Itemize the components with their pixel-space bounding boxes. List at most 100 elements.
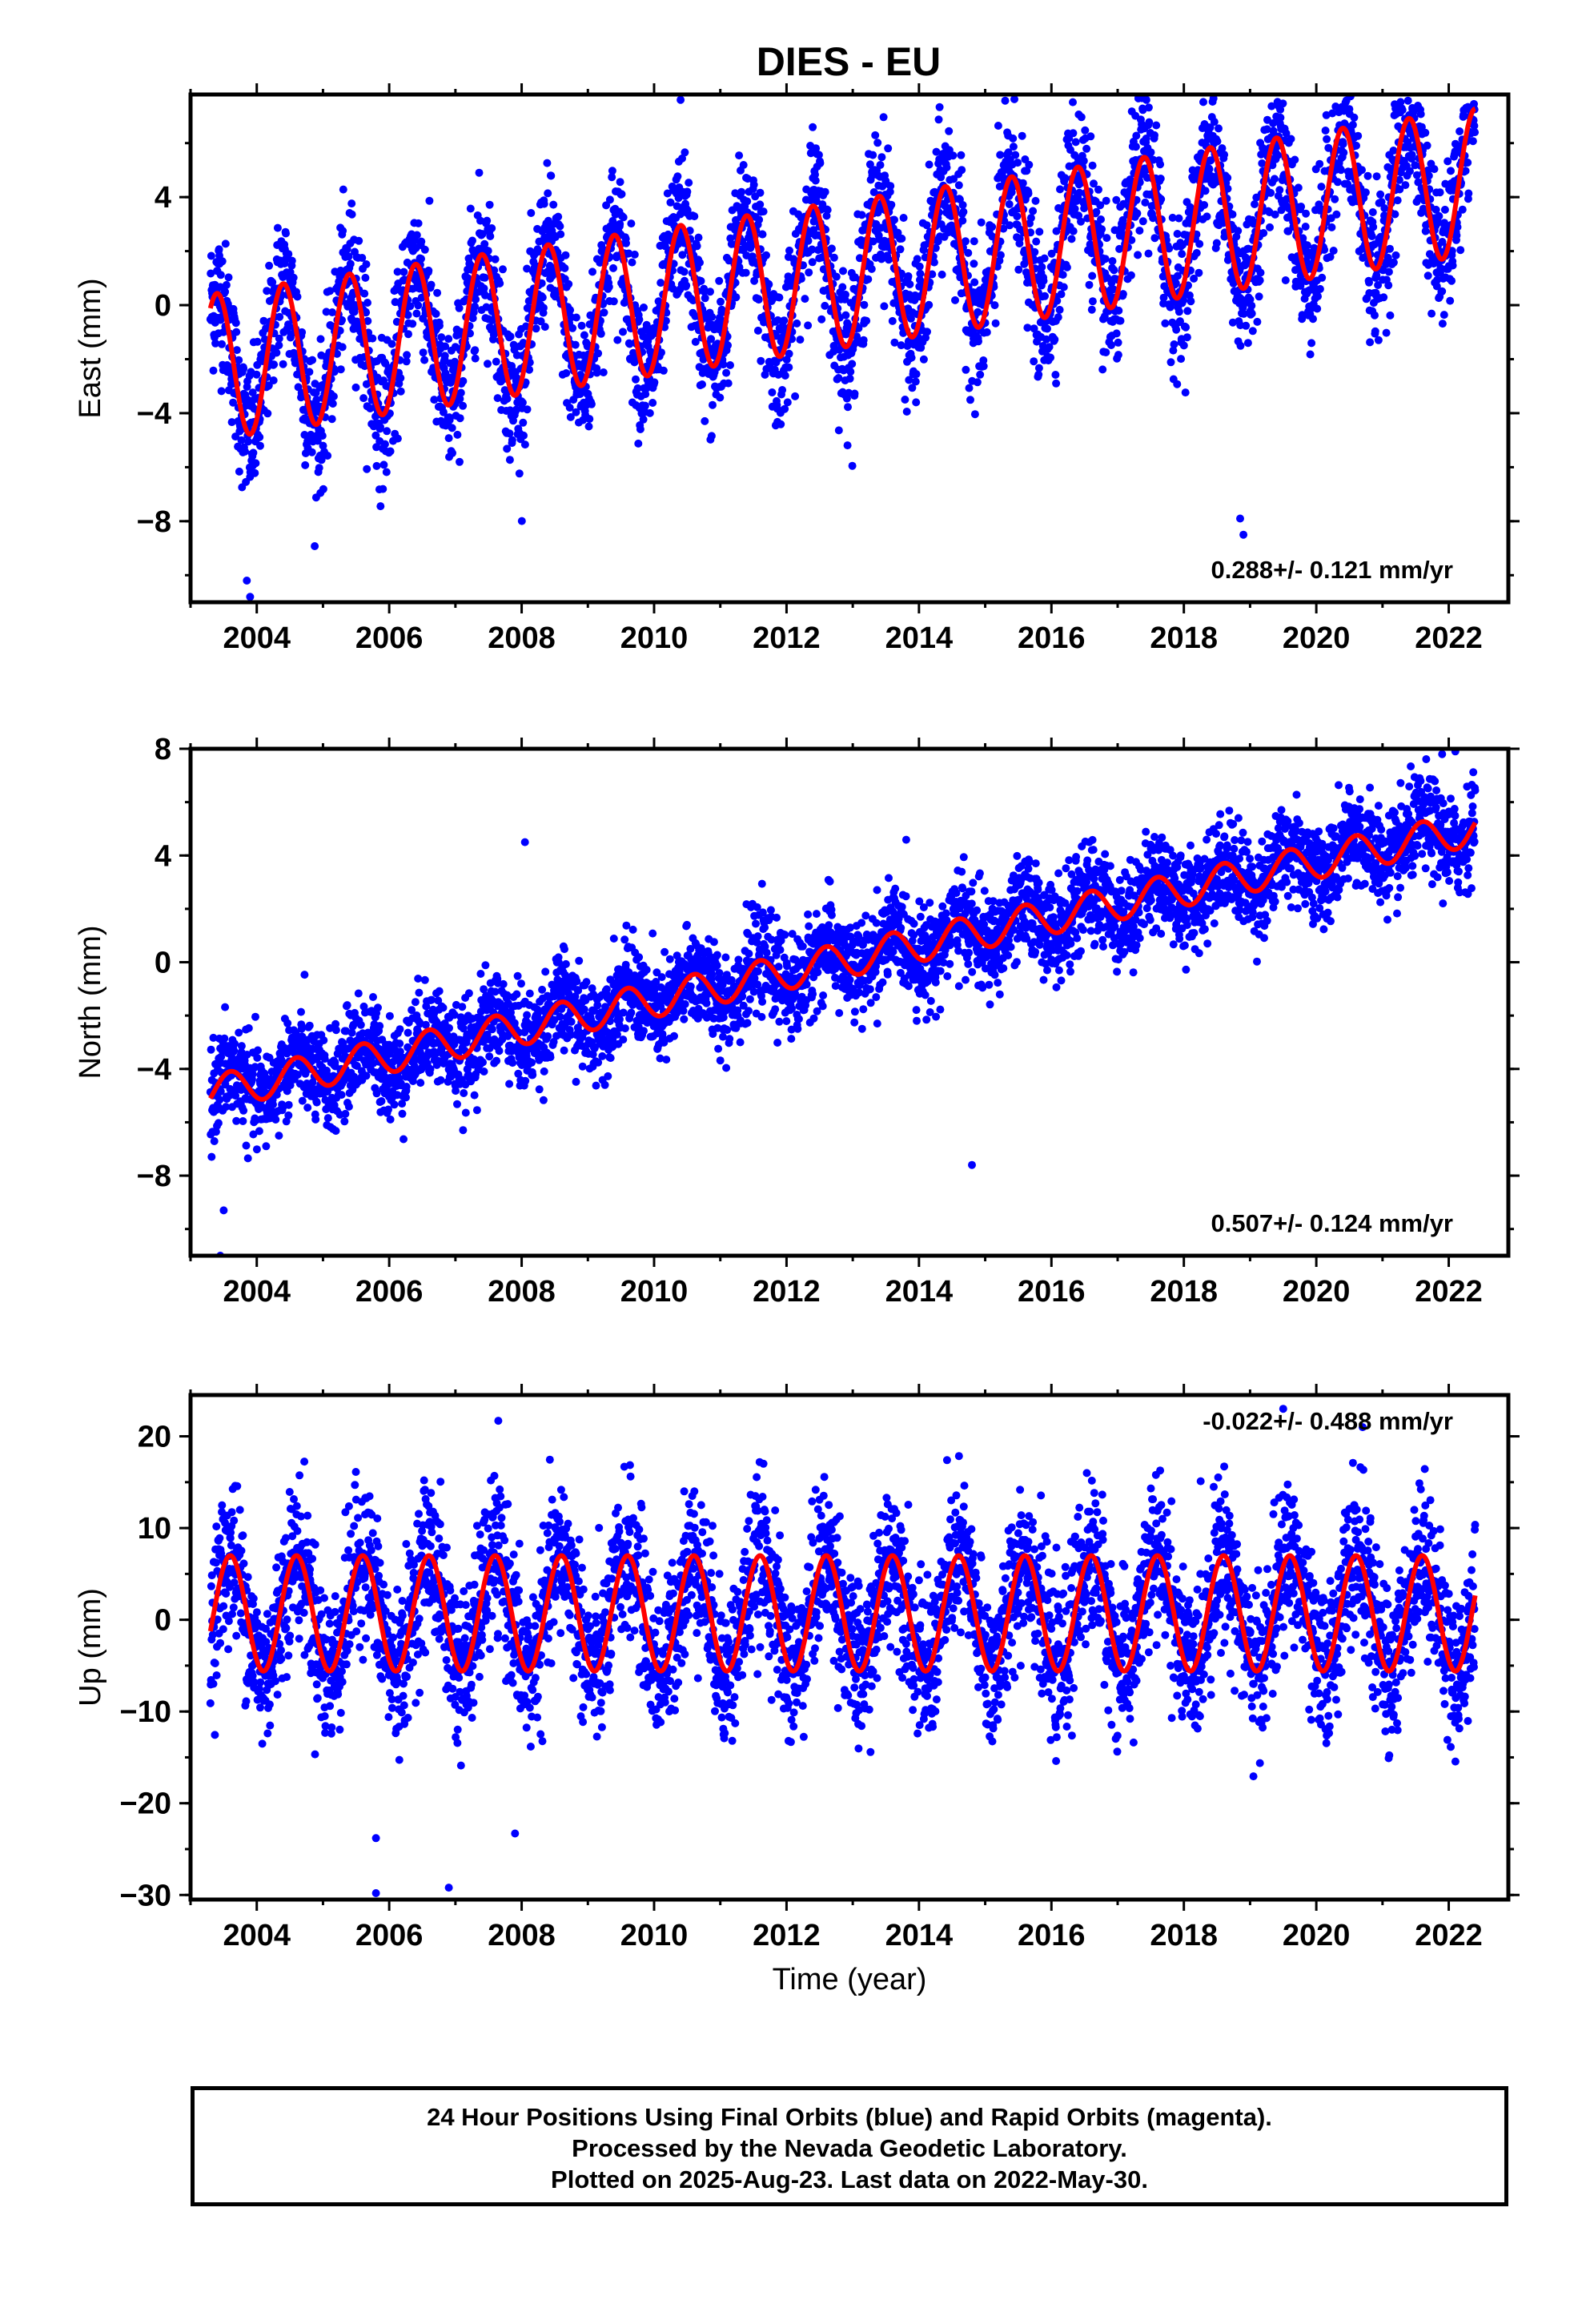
data-point: [857, 211, 866, 219]
x-tick-label: 2006: [355, 621, 424, 655]
data-point: [523, 264, 532, 273]
data-point: [262, 1142, 271, 1151]
data-point: [244, 1023, 253, 1032]
data-point: [902, 408, 911, 416]
data-point: [1059, 283, 1068, 292]
data-point: [683, 187, 692, 196]
data-point: [737, 187, 746, 196]
data-point: [1466, 66, 1474, 74]
data-point: [1306, 350, 1315, 359]
data-point: [1071, 138, 1080, 147]
data-point: [503, 444, 512, 453]
data-point: [1458, 205, 1467, 214]
data-point: [1348, 120, 1357, 129]
data-point: [1382, 328, 1391, 337]
data-point: [392, 317, 401, 326]
data-point: [568, 324, 577, 332]
data-point: [312, 1098, 321, 1107]
data-point: [1399, 81, 1407, 89]
data-point: [707, 432, 716, 440]
data-point: [899, 214, 908, 222]
data-point: [505, 456, 514, 464]
data-point: [809, 123, 817, 131]
data-point: [701, 416, 709, 425]
data-point: [1274, 71, 1282, 79]
data-point: [496, 279, 504, 287]
data-point: [1287, 135, 1295, 143]
data-point: [218, 257, 227, 266]
data-point: [307, 448, 316, 456]
data-point: [1077, 113, 1086, 122]
data-point: [932, 147, 941, 156]
data-point: [313, 436, 322, 445]
data-point: [211, 339, 220, 348]
data-point: [221, 1003, 230, 1011]
data-point: [988, 223, 997, 231]
data-point: [864, 275, 873, 283]
data-point: [456, 388, 465, 397]
data-points-east: [206, 55, 1480, 601]
data-point: [456, 457, 464, 466]
data-point: [812, 197, 821, 206]
data-point: [1135, 227, 1144, 235]
data-point: [1438, 320, 1447, 328]
data-point: [1333, 178, 1342, 187]
data-point: [681, 148, 689, 157]
data-point: [829, 253, 838, 262]
data-point: [1087, 305, 1096, 314]
data-point: [908, 384, 917, 392]
data-point: [540, 323, 549, 332]
data-point: [1102, 234, 1111, 243]
data-point: [427, 280, 436, 289]
data-point: [231, 319, 240, 328]
data-point: [493, 394, 502, 403]
data-point: [383, 427, 391, 436]
data-point: [369, 993, 377, 1001]
data-point: [1393, 196, 1402, 205]
data-point: [654, 297, 663, 306]
data-point: [1192, 248, 1201, 257]
data-point: [1186, 297, 1195, 306]
data-point: [1116, 316, 1125, 325]
data-point: [1086, 132, 1095, 141]
data-point: [832, 272, 841, 281]
data-point: [741, 268, 750, 277]
data-point: [396, 1025, 404, 1034]
data-point: [701, 294, 709, 303]
data-point: [538, 293, 547, 302]
data-point: [386, 1115, 395, 1124]
data-point: [973, 378, 982, 387]
data-point: [420, 356, 429, 364]
data-point: [600, 308, 608, 317]
data-point: [1207, 82, 1215, 90]
data-point: [1266, 73, 1274, 81]
data-point: [775, 293, 784, 302]
data-point: [448, 448, 456, 457]
data-point: [472, 295, 480, 304]
data-point: [527, 209, 536, 217]
data-point: [848, 360, 857, 368]
data-point: [1344, 55, 1352, 63]
data-point: [484, 247, 492, 255]
data-point-outlier: [677, 95, 685, 104]
data-point: [1430, 165, 1439, 174]
data-point: [554, 212, 563, 221]
data-point: [811, 176, 820, 185]
data-point: [1223, 174, 1232, 182]
data-point: [876, 161, 885, 169]
data-point: [1001, 96, 1010, 105]
data-point: [756, 188, 765, 197]
data-point: [1255, 292, 1263, 301]
data-point: [698, 380, 706, 388]
data-point: [1372, 172, 1381, 181]
data-point: [1030, 357, 1038, 366]
data-point: [1058, 271, 1067, 279]
data-point: [1339, 139, 1347, 148]
panel-north: 2004 2006 2008 2010 2012 2014 2016 2018 2020 2022…: [74, 733, 1520, 1309]
data-point: [419, 348, 428, 357]
data-point: [827, 244, 836, 253]
data-point: [363, 316, 372, 325]
data-point: [1145, 118, 1154, 127]
data-point: [523, 405, 532, 414]
data-point: [1173, 380, 1182, 388]
